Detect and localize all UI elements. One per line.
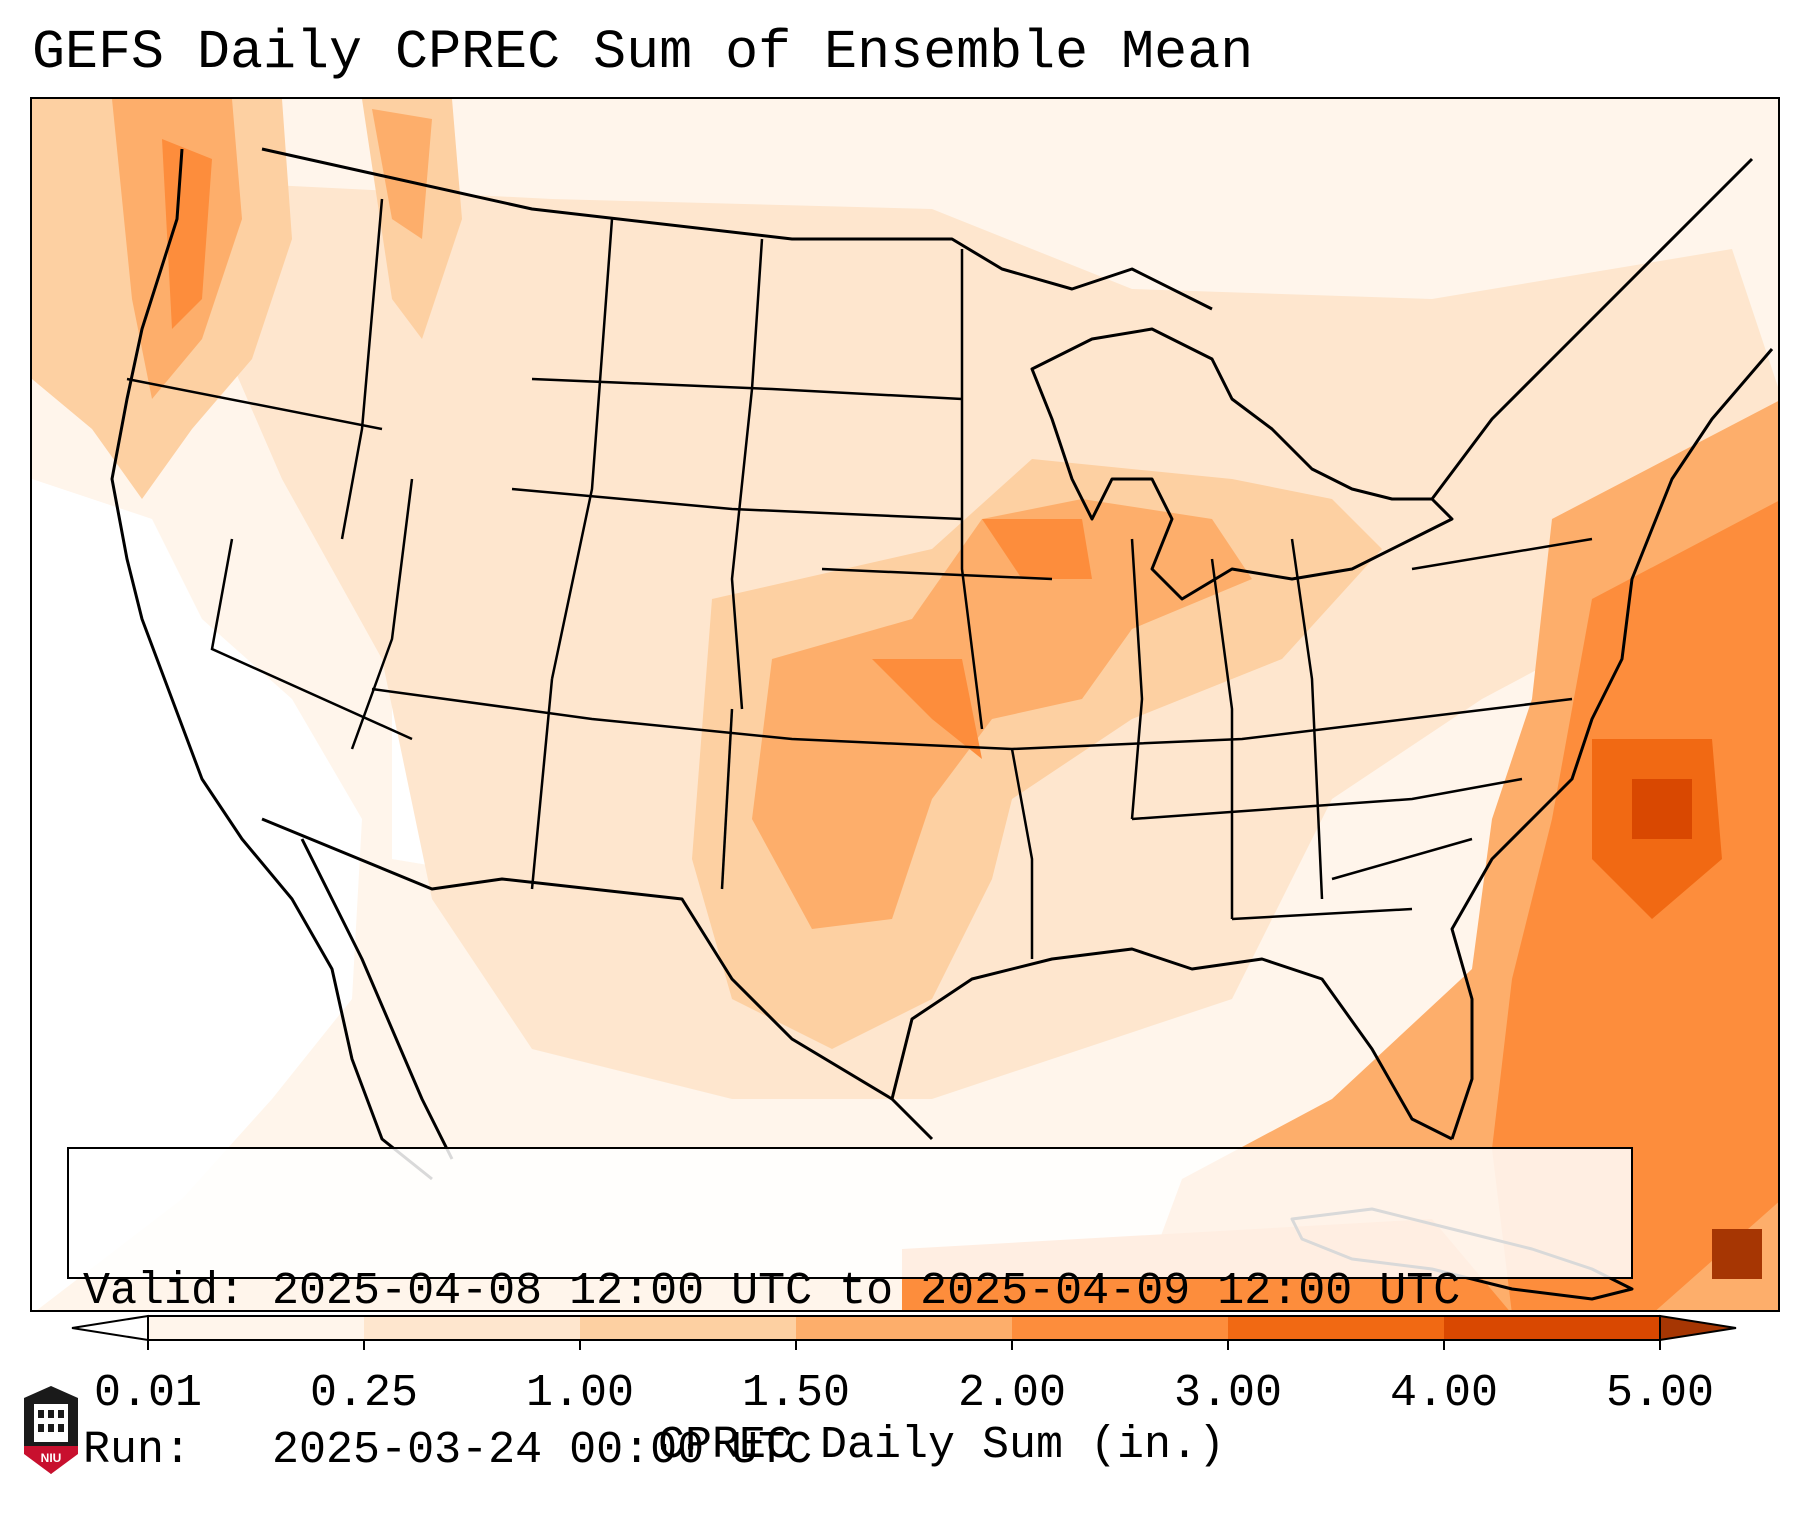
colorbar-tick-label: 3.00	[1173, 1368, 1283, 1419]
colorbar-segment	[580, 1316, 797, 1340]
valid-run-info-box: Valid: 2025-04-08 12:00 UTC to 2025-04-0…	[67, 1147, 1633, 1476]
colorbar-label: CPREC Daily Sum (in.)	[657, 1420, 1226, 1471]
colorbar-outline	[147, 1315, 1661, 1341]
valid-label: Valid:	[83, 1266, 246, 1317]
run-value: 2025-03-24 00:00 UTC	[272, 1425, 813, 1476]
colorbar-tick-label: 1.50	[741, 1368, 851, 1419]
colorbar-over-arrow	[1659, 1314, 1737, 1342]
run-label: Run:	[83, 1425, 192, 1476]
colorbar-tick-label: 4.00	[1389, 1368, 1499, 1419]
precip-field	[32, 99, 1778, 1310]
colorbar-segment	[148, 1316, 365, 1340]
colorbar-segment	[1228, 1316, 1445, 1340]
colorbar-tick-label: 0.01	[93, 1368, 203, 1419]
map-panel	[30, 97, 1780, 1312]
colorbar-segment	[796, 1316, 1013, 1340]
niu-logo-text: NIU	[41, 1451, 62, 1465]
figure-title: GEFS Daily CPREC Sum of Ensemble Mean	[32, 21, 1254, 84]
run-line: Run: 2025-03-24 00:00 UTC	[83, 1424, 1631, 1477]
valid-line: Valid: 2025-04-08 12:00 UTC to 2025-04-0…	[83, 1265, 1631, 1318]
colorbar-segment	[1012, 1316, 1229, 1340]
map-canvas	[32, 99, 1778, 1310]
state-borders	[126, 198, 1593, 959]
colorbar-tick-label: 5.00	[1605, 1368, 1715, 1419]
colorbar-segment	[364, 1316, 581, 1340]
colorbar-segments	[148, 1316, 1661, 1340]
valid-value: 2025-04-08 12:00 UTC to 2025-04-09 12:00…	[272, 1266, 1461, 1317]
colorbar-segment	[1444, 1316, 1661, 1340]
colorbar-tick-label: 2.00	[957, 1368, 1067, 1419]
niu-logo: NIU	[24, 1386, 78, 1474]
colorbar	[71, 1314, 1737, 1350]
colorbar-tick-label: 1.00	[525, 1368, 635, 1419]
colorbar-tickmarks	[147, 1340, 1661, 1350]
colorbar-under-arrow	[71, 1314, 149, 1342]
colorbar-tick-label: 0.25	[309, 1368, 419, 1419]
